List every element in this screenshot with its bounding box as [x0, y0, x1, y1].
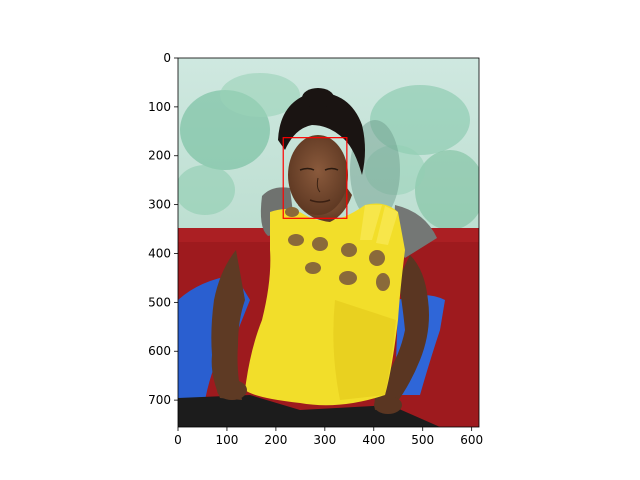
y-tick-label: 500: [148, 295, 171, 309]
x-tick-label: 100: [215, 433, 238, 447]
y-tick-label: 700: [148, 393, 171, 407]
y-axis: 0 100 200 300 400 500 600 700: [148, 51, 178, 407]
face-bounding-box: [282, 137, 348, 219]
x-tick-label: 600: [460, 433, 483, 447]
x-tick-label: 300: [313, 433, 336, 447]
y-tick-label: 600: [148, 344, 171, 358]
x-axis: 0 100 200 300 400 500 600: [174, 427, 483, 447]
y-tick-label: 400: [148, 246, 171, 260]
x-tick-label: 400: [362, 433, 385, 447]
y-tick-label: 300: [148, 198, 171, 212]
x-tick-label: 500: [411, 433, 434, 447]
y-tick-label: 0: [163, 51, 171, 65]
y-tick-label: 200: [148, 149, 171, 163]
x-tick-label: 0: [174, 433, 182, 447]
photo-woman-yellow-shirt: [178, 58, 479, 427]
x-tick-label: 200: [264, 433, 287, 447]
y-tick-label: 100: [148, 100, 171, 114]
axes-frame: [177, 57, 480, 428]
